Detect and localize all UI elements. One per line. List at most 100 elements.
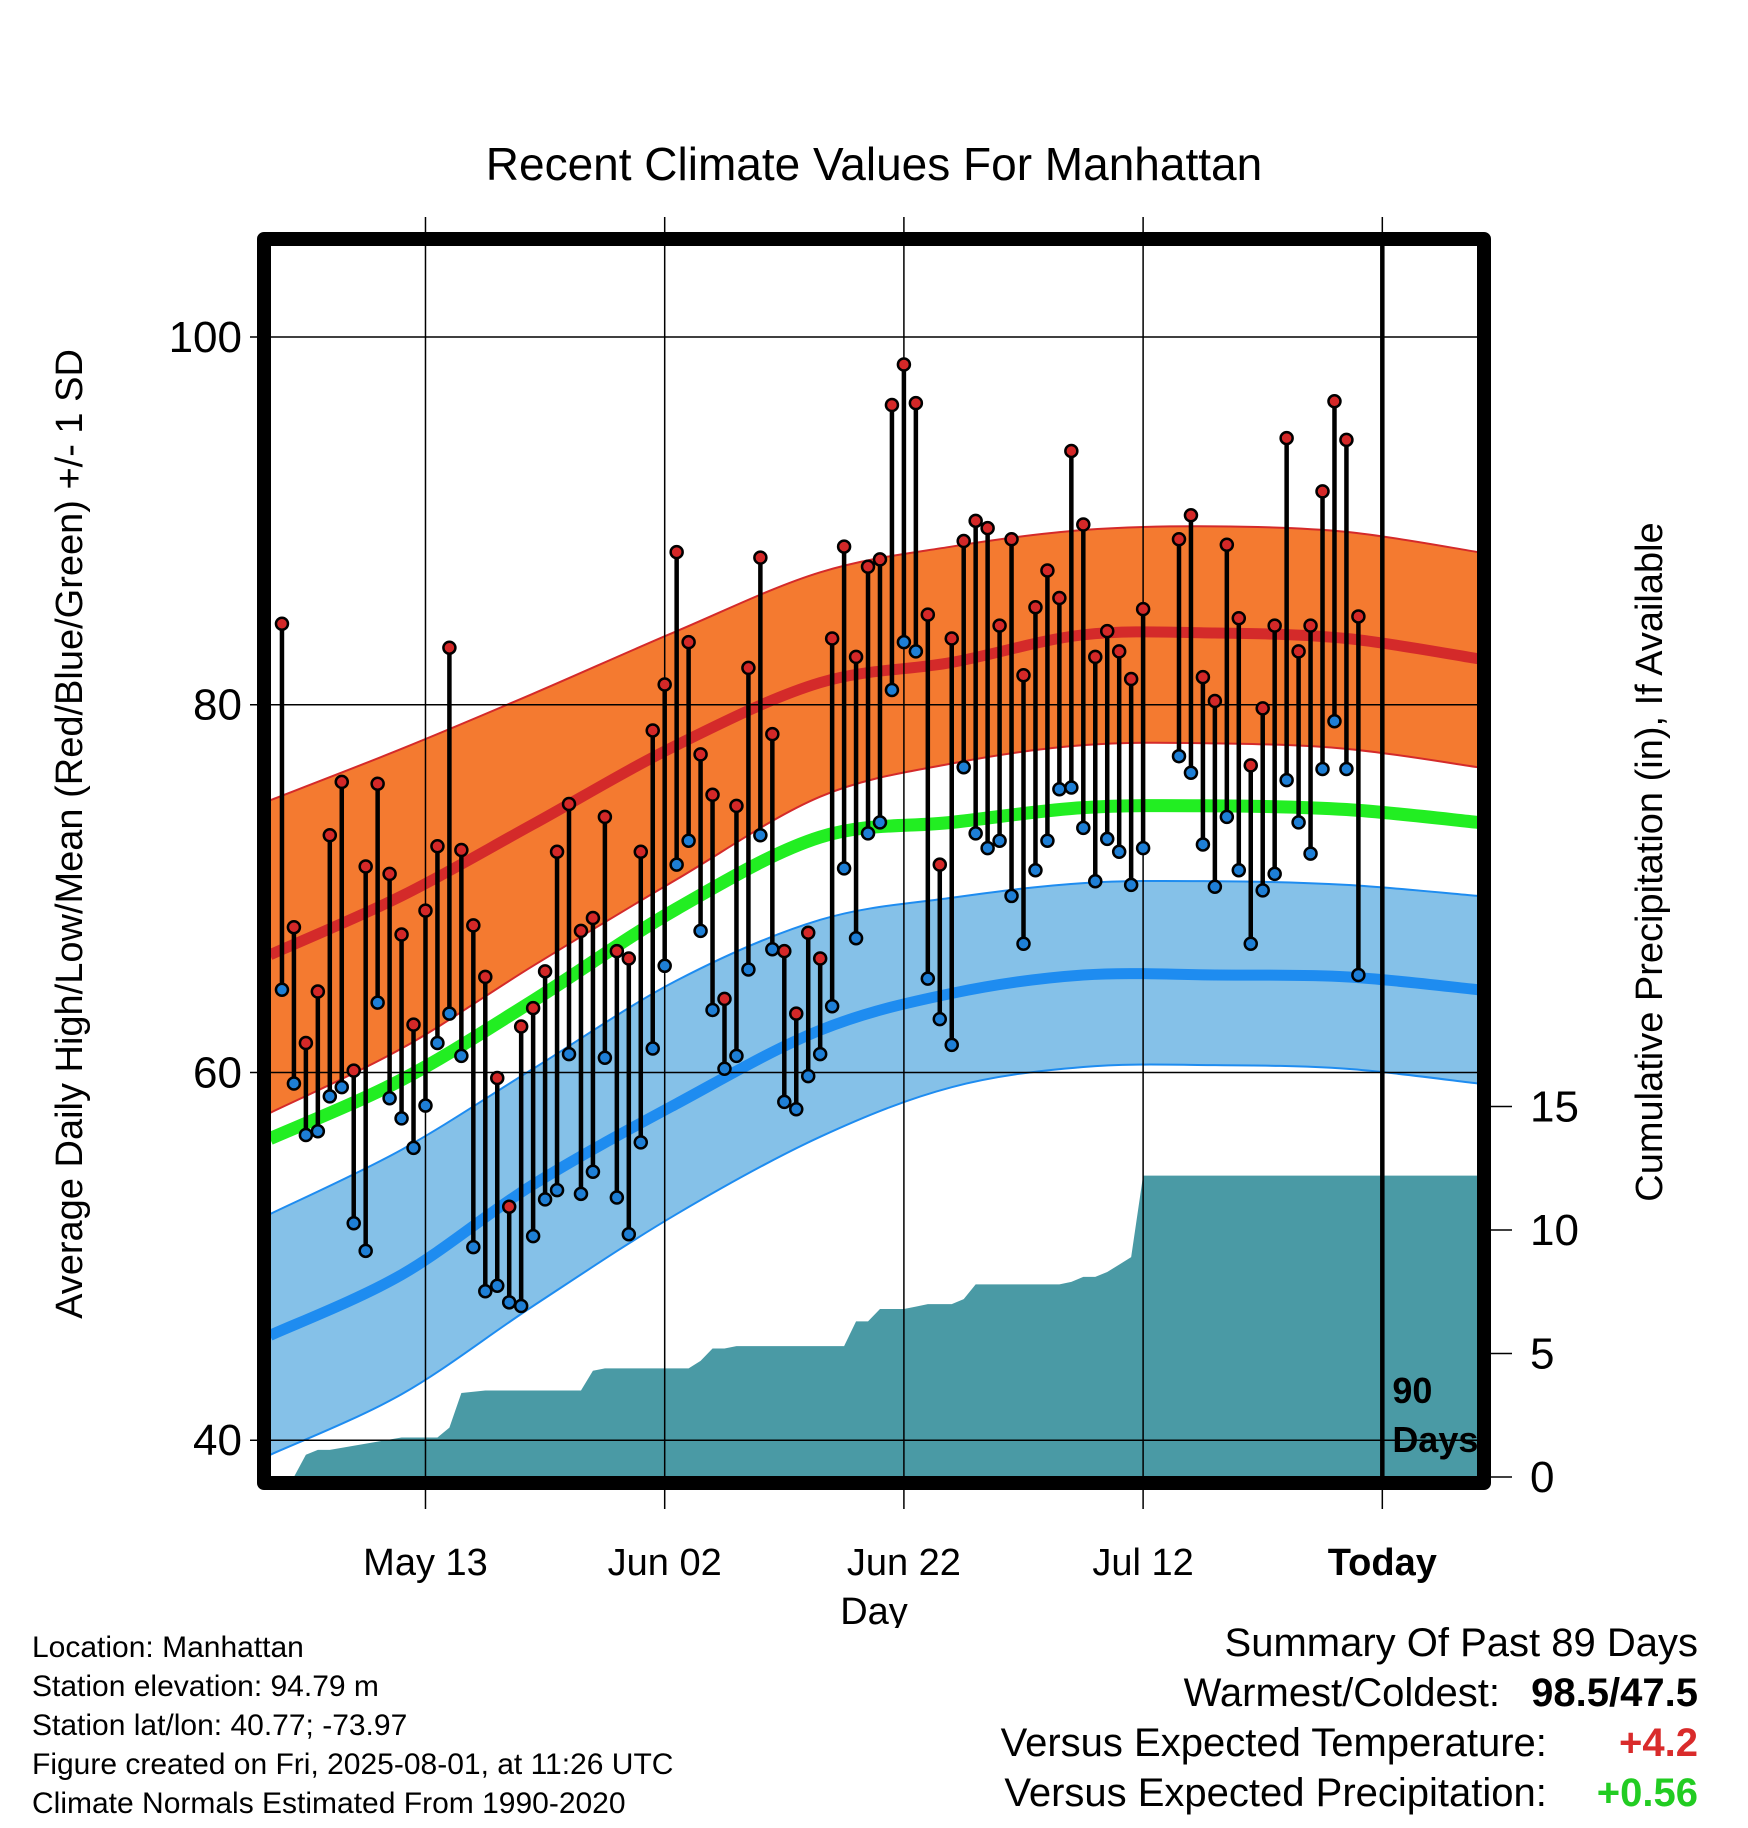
high-point <box>310 984 326 999</box>
high-point <box>406 1017 421 1032</box>
low-point <box>884 682 900 698</box>
low-point <box>896 634 912 650</box>
low-point <box>406 1140 421 1156</box>
low-point <box>932 1011 948 1027</box>
high-point <box>549 844 565 860</box>
low-point <box>1207 879 1223 894</box>
low-point <box>956 759 971 775</box>
low-point <box>418 1098 433 1113</box>
low-point <box>645 1041 660 1056</box>
low-point <box>1327 714 1342 729</box>
low-point <box>501 1295 517 1310</box>
low-point <box>1183 765 1199 780</box>
x-tick-label: May 13 <box>363 1542 488 1584</box>
high-point <box>418 903 433 918</box>
high-point <box>944 631 959 646</box>
warmest-coldest-value: 98.5/47.5 <box>1531 1671 1698 1715</box>
high-point <box>1267 618 1282 633</box>
low-point <box>765 942 780 957</box>
created-text: Figure created on Fri, 2025-08-01, at 11… <box>32 1748 674 1781</box>
low-point <box>1099 831 1115 847</box>
today-days-number: 90 <box>1392 1370 1432 1411</box>
low-point <box>585 1164 601 1180</box>
y-axis-label: Average Daily High/Low/Mean (Red/Blue/Gr… <box>49 349 91 1319</box>
low-point <box>1123 877 1139 893</box>
low-point <box>549 1182 565 1198</box>
high-point <box>681 634 696 650</box>
low-point <box>358 1243 373 1259</box>
y2-tick-label: 10 <box>1530 1206 1579 1255</box>
high-point <box>765 726 780 742</box>
elevation-text: Station elevation: 94.79 m <box>32 1670 379 1703</box>
high-point <box>1040 563 1055 578</box>
low-point <box>1076 820 1091 836</box>
temp-anomaly-row: Versus Expected Temperature: +4.2 <box>798 1718 1698 1768</box>
low-point <box>705 1002 720 1018</box>
low-point <box>1303 846 1318 861</box>
low-point <box>908 644 924 659</box>
high-point <box>812 951 828 966</box>
high-point <box>872 552 888 567</box>
high-point <box>1123 671 1139 687</box>
low-point <box>274 982 290 997</box>
low-point <box>836 861 852 876</box>
high-point <box>633 844 649 860</box>
high-point <box>777 943 792 959</box>
high-point <box>1279 430 1294 446</box>
low-point <box>298 1127 314 1143</box>
high-point <box>1327 394 1342 409</box>
high-point <box>1004 531 1019 547</box>
low-point <box>1052 782 1067 797</box>
summary-panel: Summary Of Past 89 Days Warmest/Coldest:… <box>798 1618 1698 1818</box>
low-point <box>800 1068 816 1084</box>
high-point <box>896 357 912 372</box>
high-point <box>884 397 900 413</box>
x-tick-label: Today <box>1328 1542 1437 1584</box>
low-point <box>561 1046 577 1062</box>
high-point <box>1291 644 1306 659</box>
high-point <box>466 918 481 933</box>
low-point <box>681 833 696 849</box>
high-point <box>370 776 385 792</box>
low-point <box>812 1046 828 1062</box>
high-point <box>1339 432 1354 448</box>
high-point <box>860 559 876 575</box>
chart-title: Recent Climate Values For Manhattan <box>486 138 1262 190</box>
high-point <box>800 925 816 940</box>
high-point <box>597 809 613 825</box>
warmest-value: 98.5 <box>1531 1671 1610 1715</box>
low-point <box>1267 866 1282 882</box>
high-point <box>968 513 983 529</box>
high-point <box>454 842 469 858</box>
low-point <box>944 1037 959 1053</box>
y-tick-label: 40 <box>193 1416 242 1465</box>
low-point <box>394 1111 409 1126</box>
low-point <box>334 1079 350 1095</box>
high-point <box>669 544 684 560</box>
low-point <box>669 857 684 872</box>
high-point <box>382 866 397 882</box>
low-normal-line <box>270 968 1478 1341</box>
today-days-word: Days <box>1392 1419 1478 1460</box>
high-point <box>358 859 373 874</box>
y2-tick-label: 0 <box>1530 1453 1554 1502</box>
low-point <box>370 995 385 1010</box>
low-point <box>693 923 708 939</box>
low-point <box>992 833 1007 849</box>
high-point <box>478 969 493 985</box>
low-point <box>920 971 936 986</box>
high-point <box>1052 590 1067 606</box>
low-point <box>848 930 864 946</box>
high-point <box>908 395 924 411</box>
high-point <box>920 607 936 622</box>
low-point <box>1028 862 1043 878</box>
low-point <box>753 828 768 843</box>
low-point <box>1243 936 1259 951</box>
low-point <box>489 1278 505 1294</box>
low-point <box>322 1089 338 1104</box>
high-point <box>1183 508 1199 523</box>
x-tick-label: Jul 12 <box>1092 1542 1193 1584</box>
low-point <box>1339 761 1354 777</box>
high-point <box>346 1063 361 1078</box>
high-point <box>1135 601 1151 617</box>
